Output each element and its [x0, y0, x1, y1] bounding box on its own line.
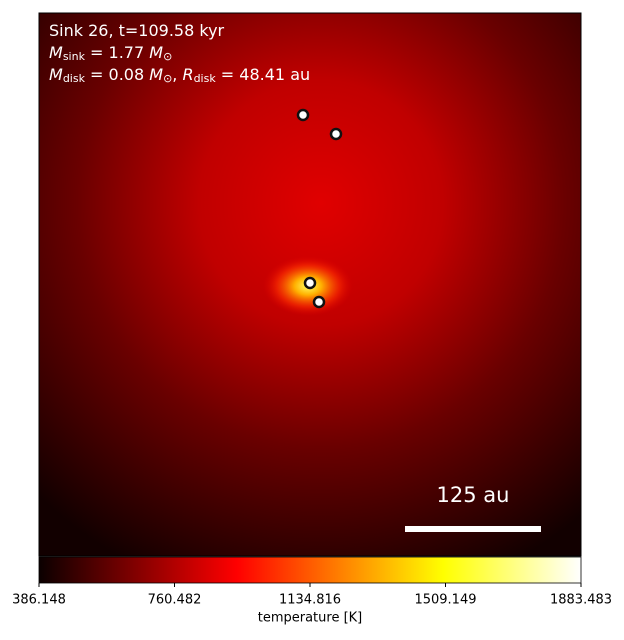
tick-label: 1883.483 — [550, 593, 612, 608]
sink — [303, 276, 317, 290]
frame — [38, 12, 582, 557]
annotation: Sink 26, t=109.58 kyr — [49, 21, 225, 40]
tick-label: 386.148 — [12, 593, 66, 608]
tick-label: 1134.816 — [279, 593, 341, 608]
colorbar — [38, 556, 582, 584]
colorbar-label: temperature [K] — [258, 611, 363, 626]
annotation: Mdisk = 0.08 M⊙, Rdisk = 48.41 au — [49, 65, 310, 86]
scalebar-label: 125 au — [437, 483, 510, 507]
sink — [296, 108, 310, 122]
sink — [329, 127, 343, 141]
tick-label: 1509.149 — [414, 593, 476, 608]
annotation: Msink = 1.77 M⊙ — [49, 43, 172, 64]
tick-label: 760.482 — [148, 593, 202, 608]
annotations: Sink 26, t=109.58 kyr Msink = 1.77 M⊙ Md… — [49, 21, 310, 86]
sinks — [296, 108, 343, 309]
scalebar — [405, 526, 541, 532]
sink — [312, 295, 326, 309]
